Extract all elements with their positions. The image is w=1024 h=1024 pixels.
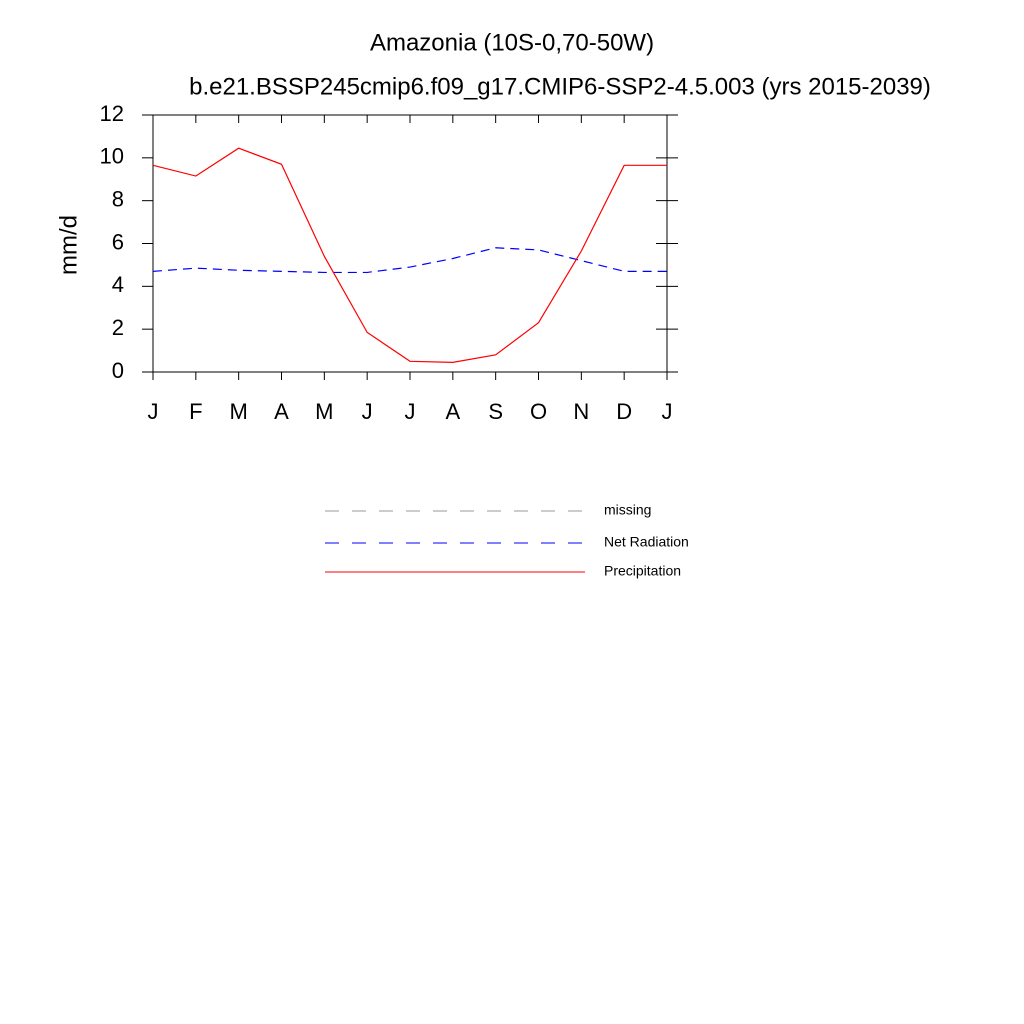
x-tick-label: N	[573, 399, 589, 424]
x-tick-label: M	[315, 399, 333, 424]
y-tick-label: 8	[112, 186, 124, 211]
chart-title: Amazonia (10S-0,70-50W)	[370, 29, 654, 56]
y-tick-label: 6	[112, 229, 124, 254]
y-tick-label: 12	[100, 101, 124, 126]
series-line	[152, 147, 667, 363]
x-tick-label: D	[616, 399, 632, 424]
x-tick-label: M	[230, 399, 248, 424]
series-line	[152, 247, 667, 274]
legend-label: missing	[604, 502, 651, 518]
x-tick-label: S	[488, 399, 503, 424]
y-tick-label: 2	[112, 315, 124, 340]
chart-subtitle: b.e21.BSSP245cmip6.f09_g17.CMIP6-SSP2-4.…	[189, 73, 931, 100]
x-tick-label: F	[189, 399, 202, 424]
legend-label: Net Radiation	[604, 534, 689, 550]
x-tick-label: A	[274, 399, 289, 424]
x-tick-label: O	[530, 399, 547, 424]
x-tick-label: J	[148, 399, 159, 424]
x-tick-label: J	[405, 399, 416, 424]
y-tick-label: 10	[100, 144, 124, 169]
legend-label: Precipitation	[604, 563, 681, 579]
x-tick-label: J	[362, 399, 373, 424]
x-tick-label: A	[445, 399, 460, 424]
y-axis-label: mm/d	[55, 215, 82, 275]
x-tick-label: J	[662, 399, 673, 424]
y-tick-label: 4	[112, 272, 124, 297]
y-tick-label: 0	[112, 358, 124, 383]
